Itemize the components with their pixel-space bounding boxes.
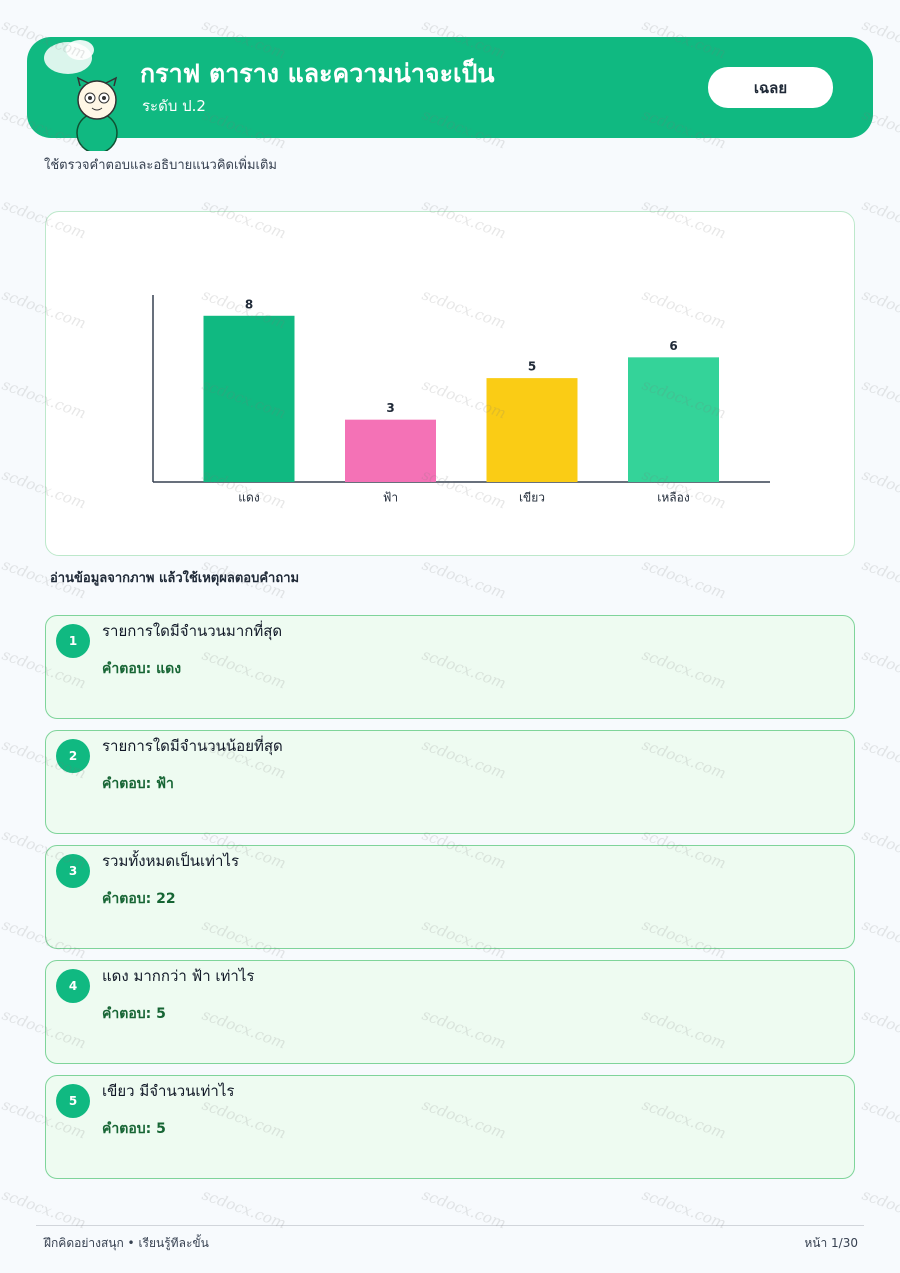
answer: คำตอบ: 5 — [102, 1118, 166, 1140]
x-tick-label: แดง — [238, 491, 259, 505]
watermark: scdocx.com — [859, 735, 900, 783]
answer-value: 5 — [156, 1121, 166, 1137]
answer-value: แดง — [156, 661, 182, 677]
footer-line — [36, 1225, 864, 1226]
answer-label: คำตอบ: — [102, 661, 152, 677]
watermark: scdocx.com — [859, 285, 900, 333]
question-number: 1 — [56, 624, 90, 658]
footer-right: หน้า 1/30 — [804, 1236, 858, 1250]
title: กราฟ ตาราง และความน่าจะเป็น — [140, 59, 495, 88]
answer: คำตอบ: แดง — [102, 658, 181, 680]
chart-card — [45, 211, 855, 556]
watermark: scdocx.com — [859, 465, 900, 513]
watermark: scdocx.com — [859, 825, 900, 873]
watermark: scdocx.com — [419, 555, 509, 603]
x-tick-label: เหลือง — [657, 491, 689, 505]
question-text: รวมทั้งหมดเป็นเท่าไร — [102, 852, 240, 870]
value-label: 8 — [245, 297, 253, 311]
value-label: 3 — [386, 401, 394, 415]
value-label: 6 — [669, 339, 677, 353]
chart: แดง 8 ฟ้า 3 เขียว 5 เหลือง 6 — [152, 295, 770, 505]
watermark: scdocx.com — [859, 375, 900, 423]
watermark: scdocx.com — [639, 555, 729, 603]
answer-value: ฟ้า — [156, 776, 174, 792]
answer: คำตอบ: 22 — [102, 888, 176, 910]
question-card: 2 รายการใดมีจำนวนน้อยที่สุดคำตอบ: ฟ้า — [45, 730, 855, 834]
question-number: 3 — [56, 854, 90, 888]
watermark: scdocx.com — [859, 645, 900, 693]
answer-label: คำตอบ: — [102, 776, 152, 792]
bar — [628, 357, 719, 482]
question-number: 5 — [56, 1084, 90, 1118]
watermark: scdocx.com — [859, 1005, 900, 1053]
question-text: แดง มากกว่า ฟ้า เท่าไร — [102, 967, 255, 985]
question-card: 1 รายการใดมีจำนวนมากที่สุดคำตอบ: แดง — [45, 615, 855, 719]
question-number: 4 — [56, 969, 90, 1003]
question-card: 3 รวมทั้งหมดเป็นเท่าไรคำตอบ: 22 — [45, 845, 855, 949]
intro: ใช้ตรวจคำตอบและอธิบายแนวคิดเพิ่มเติม — [44, 158, 277, 173]
bar — [486, 378, 578, 482]
watermark: scdocx.com — [859, 1095, 900, 1143]
watermark: scdocx.com — [859, 195, 900, 243]
instruction: อ่านข้อมูลจากภาพ แล้วใช้เหตุผลตอบคำถาม — [50, 571, 300, 586]
mascot — [44, 40, 118, 151]
answer-label: คำตอบ: — [102, 1121, 152, 1137]
watermark: scdocx.com — [859, 915, 900, 963]
watermark: scdocx.com — [859, 555, 900, 603]
x-tick-label: เขียว — [519, 491, 545, 505]
answer-label: คำตอบ: — [102, 891, 152, 907]
answer-value: 22 — [156, 891, 176, 907]
x-tick-label: ฟ้า — [383, 491, 398, 505]
question-card: 5 เขียว มีจำนวนเท่าไรคำตอบ: 5 — [45, 1075, 855, 1179]
answer-value: 5 — [156, 1006, 166, 1022]
value-label: 5 — [528, 360, 536, 374]
answer-label: คำตอบ: — [102, 1006, 152, 1022]
answer-badge: เฉลย — [708, 67, 833, 108]
question-text: เขียว มีจำนวนเท่าไร — [102, 1082, 235, 1100]
answer: คำตอบ: ฟ้า — [102, 773, 174, 795]
question-card: 4 แดง มากกว่า ฟ้า เท่าไรคำตอบ: 5 — [45, 960, 855, 1064]
bar — [345, 419, 436, 482]
bar — [203, 315, 295, 482]
question-number: 2 — [56, 739, 90, 773]
footer-left: ฝึกคิดอย่างสนุก • เรียนรู้ทีละขั้น — [44, 1236, 209, 1250]
question-text: รายการใดมีจำนวนมากที่สุด — [102, 622, 283, 640]
answer: คำตอบ: 5 — [102, 1003, 166, 1025]
subtitle: ระดับ ป.2 — [142, 97, 206, 115]
question-text: รายการใดมีจำนวนน้อยที่สุด — [102, 737, 283, 755]
watermark: scdocx.com — [859, 1185, 900, 1233]
